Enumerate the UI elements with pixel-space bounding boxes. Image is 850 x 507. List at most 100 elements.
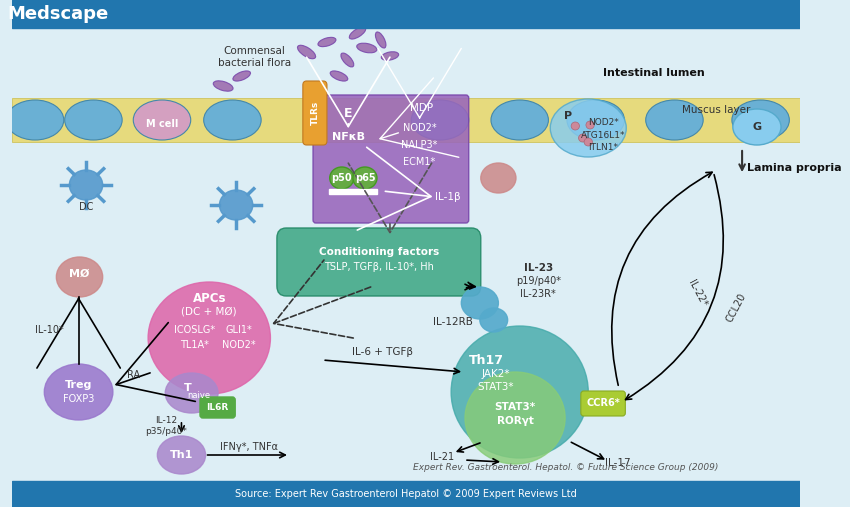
Text: Conditioning factors: Conditioning factors [319, 247, 439, 257]
Ellipse shape [465, 372, 565, 464]
Text: APCs: APCs [192, 292, 226, 305]
Text: IL-23: IL-23 [524, 263, 552, 273]
Text: IL-12
p35/p40*: IL-12 p35/p40* [144, 416, 187, 436]
Text: NOD2*: NOD2* [222, 340, 256, 350]
Text: STAT3*: STAT3* [478, 382, 514, 392]
Ellipse shape [646, 100, 703, 140]
Ellipse shape [732, 100, 790, 140]
Ellipse shape [733, 109, 781, 145]
Text: ECM1*: ECM1* [404, 157, 436, 167]
Text: MDP: MDP [410, 103, 433, 113]
Text: FOXP3: FOXP3 [63, 394, 94, 404]
Text: ICOSLG*: ICOSLG* [174, 325, 215, 335]
Ellipse shape [462, 287, 498, 319]
Text: Intestinal lumen: Intestinal lumen [604, 68, 705, 78]
Text: RA: RA [127, 370, 140, 380]
Text: DC: DC [79, 202, 94, 212]
Ellipse shape [233, 71, 251, 81]
Text: IL-12RB: IL-12RB [433, 317, 473, 327]
Text: Commensal
bacterial flora: Commensal bacterial flora [218, 46, 292, 68]
Text: IL-23R*: IL-23R* [520, 289, 556, 299]
Ellipse shape [349, 27, 366, 39]
Text: Source: Expert Rev Gastroenterol Hepatol © 2009 Expert Reviews Ltd: Source: Expert Rev Gastroenterol Hepatol… [235, 489, 576, 499]
Ellipse shape [133, 100, 190, 140]
Text: Th17: Th17 [469, 353, 504, 367]
Ellipse shape [586, 121, 594, 129]
Ellipse shape [330, 71, 348, 81]
Text: CCL20: CCL20 [725, 292, 748, 324]
Text: (DC + MØ): (DC + MØ) [181, 307, 237, 317]
Text: IL-6 + TGFβ: IL-6 + TGFβ [352, 347, 413, 357]
Text: G: G [752, 122, 762, 132]
Text: E: E [344, 106, 353, 120]
Ellipse shape [56, 257, 103, 297]
Text: Medscape: Medscape [8, 5, 109, 23]
Ellipse shape [157, 436, 206, 474]
Ellipse shape [204, 100, 261, 140]
Text: p50: p50 [332, 173, 352, 183]
Text: IL-22*: IL-22* [687, 278, 709, 308]
Ellipse shape [571, 122, 580, 130]
Text: NALP3*: NALP3* [401, 140, 438, 150]
Text: Treg: Treg [65, 380, 93, 390]
Text: NFκB: NFκB [332, 132, 365, 142]
Text: TL1A*: TL1A* [180, 340, 209, 350]
Text: naive: naive [188, 391, 211, 401]
Ellipse shape [44, 364, 113, 420]
FancyBboxPatch shape [277, 228, 481, 296]
Text: T: T [184, 383, 192, 393]
Bar [12, 98, 800, 142]
Ellipse shape [318, 38, 336, 47]
Ellipse shape [579, 134, 586, 142]
Ellipse shape [480, 308, 507, 332]
Text: STAT3*: STAT3* [495, 402, 536, 412]
Text: IL6R: IL6R [207, 403, 229, 412]
Text: TLRs: TLRs [310, 101, 320, 125]
Ellipse shape [65, 100, 122, 140]
Text: NOD2*: NOD2* [587, 118, 619, 127]
Text: M cell: M cell [146, 119, 178, 129]
Text: p65: p65 [354, 173, 375, 183]
Ellipse shape [330, 167, 354, 189]
Ellipse shape [357, 43, 377, 53]
Text: Muscus layer: Muscus layer [682, 105, 751, 115]
Bar [12, 0, 800, 28]
Ellipse shape [411, 100, 468, 140]
FancyBboxPatch shape [313, 95, 468, 223]
Text: Lamina propria: Lamina propria [747, 163, 842, 173]
Text: NOD2*: NOD2* [403, 123, 436, 133]
Ellipse shape [550, 99, 626, 157]
Ellipse shape [148, 282, 270, 394]
Text: P: P [564, 111, 572, 121]
Bar [329, 189, 377, 194]
Text: Expert Rev. Gastroenterol. Hepatol. © Future Science Group (2009): Expert Rev. Gastroenterol. Hepatol. © Fu… [413, 463, 719, 473]
FancyBboxPatch shape [200, 397, 235, 418]
Text: IL-17: IL-17 [605, 458, 631, 468]
Ellipse shape [219, 190, 252, 220]
Ellipse shape [567, 100, 625, 140]
Text: IL-10*: IL-10* [35, 325, 63, 335]
Ellipse shape [451, 326, 588, 458]
Ellipse shape [298, 45, 315, 59]
Text: TSLP, TGFβ, IL-10*, Hh: TSLP, TGFβ, IL-10*, Hh [324, 262, 434, 272]
Ellipse shape [165, 373, 218, 413]
Text: ITLN1*: ITLN1* [588, 143, 618, 153]
Text: IFNγ*, TNFα: IFNγ*, TNFα [220, 442, 278, 452]
FancyBboxPatch shape [581, 391, 626, 416]
Text: p19/p40*: p19/p40* [516, 276, 561, 286]
Ellipse shape [584, 138, 592, 146]
Ellipse shape [491, 100, 548, 140]
Ellipse shape [382, 52, 399, 60]
Text: IL-1β: IL-1β [434, 192, 460, 202]
Text: CCR6*: CCR6* [586, 398, 620, 408]
Text: Th1: Th1 [170, 450, 193, 460]
Text: JAK2*: JAK2* [481, 369, 510, 379]
Text: RORγt: RORγt [496, 416, 534, 426]
Ellipse shape [481, 163, 516, 193]
Text: GLI1*: GLI1* [225, 325, 252, 335]
Ellipse shape [6, 100, 64, 140]
Ellipse shape [353, 167, 377, 189]
Ellipse shape [70, 170, 103, 200]
FancyBboxPatch shape [303, 81, 327, 145]
Ellipse shape [376, 32, 386, 48]
